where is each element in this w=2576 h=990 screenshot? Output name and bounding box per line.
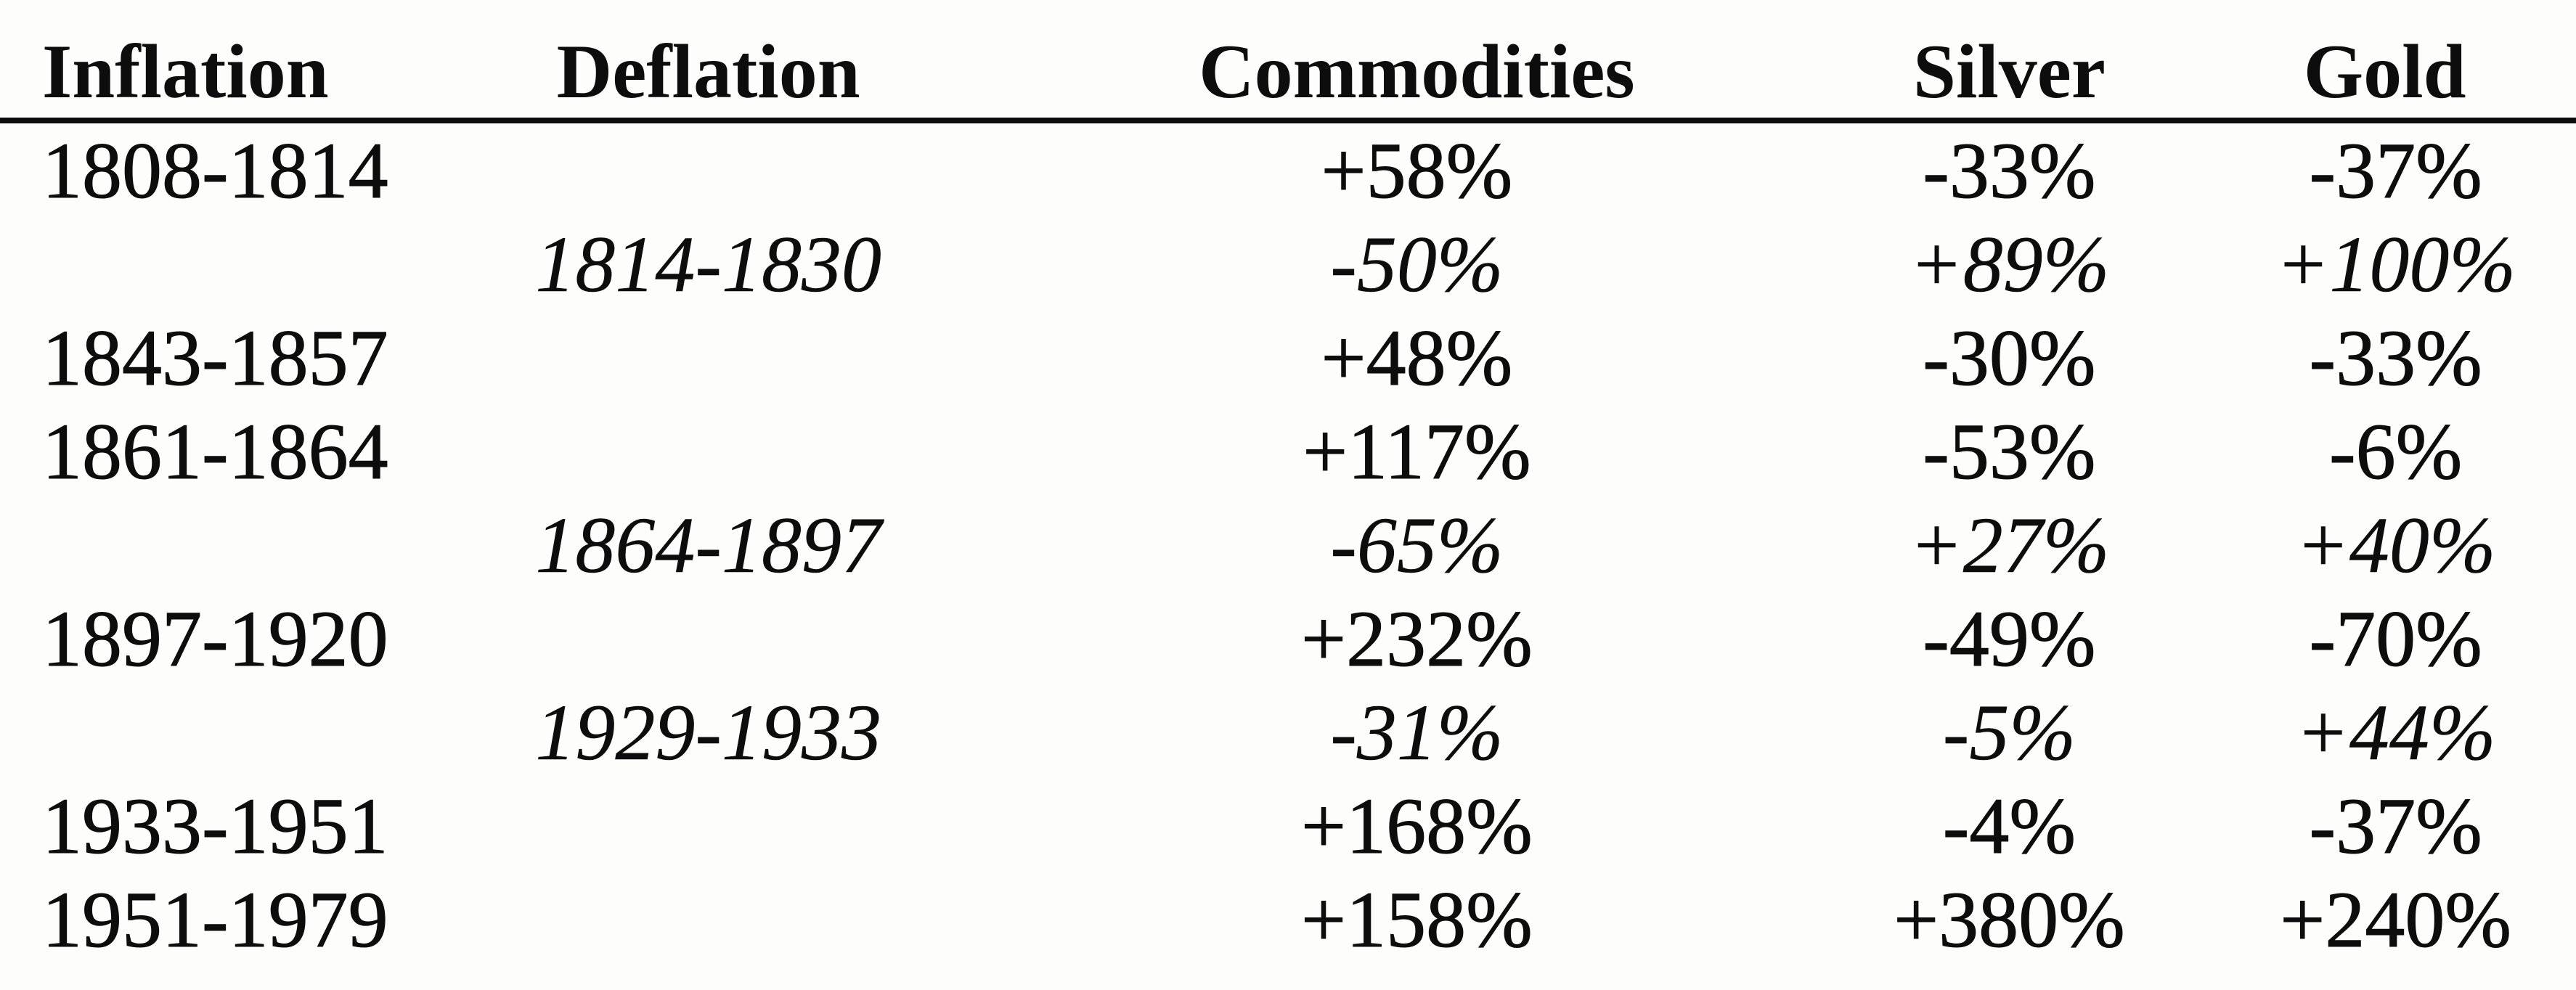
cell-gold-change: -37%	[2309, 781, 2482, 870]
cell-commodities-change: -31%	[1330, 687, 1504, 777]
cell-deflation-period	[386, 311, 1030, 404]
cell-inflation-period: 1808-1814	[41, 126, 388, 215]
cell-commodities-change: +168%	[1301, 781, 1533, 870]
cell-gold-change: +100%	[2275, 219, 2516, 308]
table-row: 1861-1864 +117% -53% -6%	[0, 404, 2576, 498]
table-row: 1864-1897 -65% +27% +40%	[0, 498, 2576, 592]
cell-deflation-period	[386, 779, 1030, 872]
cell-deflation-period: 1814-1830	[535, 219, 881, 308]
cell-inflation-period: 1951-1979	[41, 875, 388, 964]
cell-inflation-period	[0, 217, 386, 311]
cell-silver-change: +89%	[1909, 219, 2110, 308]
cell-commodities-change: -65%	[1330, 500, 1504, 589]
cell-commodities-change: +48%	[1321, 313, 1513, 402]
cell-gold-change: +44%	[2295, 687, 2496, 777]
cell-commodities-change: +117%	[1303, 406, 1532, 496]
cell-commodities-change: +158%	[1301, 875, 1533, 964]
cell-silver-change: -4%	[1942, 781, 2076, 870]
cell-gold-change: -6%	[2328, 406, 2463, 496]
table-header-row: Inflation Deflation Commodities Silver G…	[0, 13, 2576, 123]
cell-silver-change: -30%	[1923, 313, 2096, 402]
cell-deflation-period	[386, 872, 1030, 966]
table-row: 1814-1830 -50% +89% +100%	[0, 217, 2576, 311]
cell-deflation-period	[386, 404, 1030, 498]
table-row: 1929-1933 -31% -5% +44%	[0, 685, 2576, 779]
cell-inflation-period	[0, 498, 386, 592]
cell-deflation-period	[386, 120, 1030, 217]
cell-deflation-period: 1864-1897	[535, 500, 881, 589]
column-header-silver: Silver	[1803, 13, 2216, 123]
cell-deflation-period: 1929-1933	[535, 687, 881, 777]
table-row: 1897-1920 +232% -49% -70%	[0, 592, 2576, 685]
cell-gold-change: -70%	[2309, 594, 2482, 683]
cell-inflation-period: 1861-1864	[41, 406, 388, 496]
inflation-deflation-table: Inflation Deflation Commodities Silver G…	[0, 13, 2576, 966]
table-row: 1933-1951 +168% -4% -37%	[0, 779, 2576, 872]
column-header-deflation: Deflation	[386, 13, 1031, 123]
cell-gold-change: -37%	[2309, 126, 2482, 215]
cell-commodities-change: +58%	[1321, 126, 1513, 215]
cell-gold-change: +40%	[2295, 500, 2496, 589]
cell-inflation-period	[0, 685, 386, 779]
cell-silver-change: -5%	[1942, 687, 2076, 777]
cell-gold-change: +240%	[2280, 875, 2512, 964]
cell-inflation-period: 1897-1920	[41, 594, 388, 683]
column-header-inflation: Inflation	[0, 13, 387, 123]
cell-commodities-change: +232%	[1301, 594, 1533, 683]
column-header-commodities: Commodities	[1030, 13, 1803, 123]
table-row: 1843-1857 +48% -30% -33%	[0, 311, 2576, 404]
table-row: 1951-1979 +158% +380% +240%	[0, 872, 2576, 966]
column-header-gold: Gold	[2215, 13, 2576, 123]
cell-silver-change: +27%	[1909, 500, 2110, 589]
cell-silver-change: -49%	[1923, 594, 2096, 683]
cell-silver-change: -33%	[1923, 126, 2096, 215]
cell-silver-change: +380%	[1894, 875, 2126, 964]
cell-deflation-period	[386, 592, 1030, 685]
cell-inflation-period: 1933-1951	[41, 781, 388, 870]
cell-inflation-period: 1843-1857	[41, 313, 388, 402]
cell-silver-change: -53%	[1923, 406, 2096, 496]
cell-gold-change: -33%	[2309, 313, 2482, 402]
table-row: 1808-1814 +58% -33% -37%	[0, 120, 2576, 217]
cell-commodities-change: -50%	[1330, 219, 1504, 308]
